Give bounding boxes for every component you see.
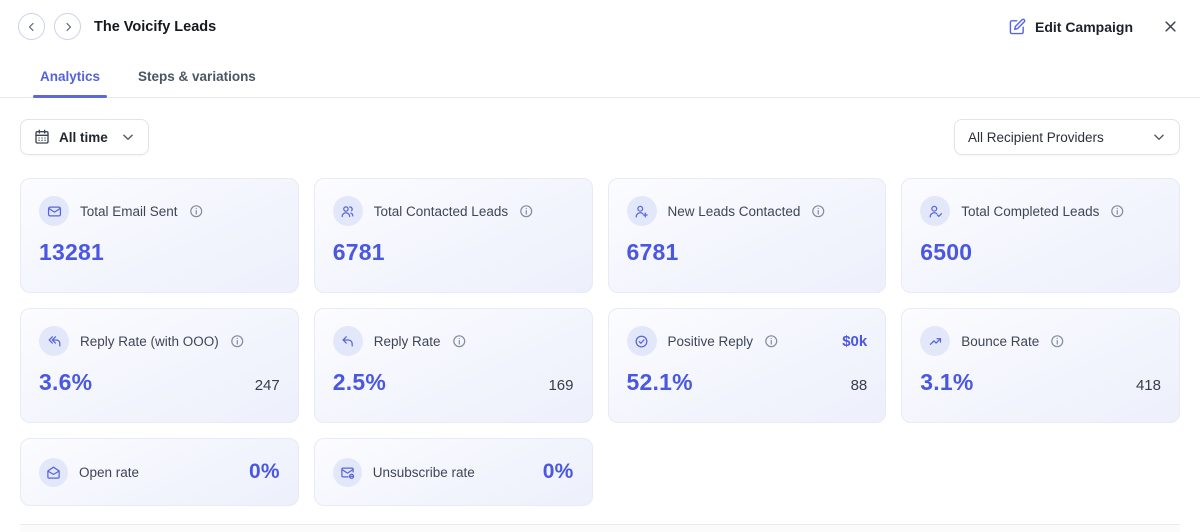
stat-value: 6781 [626,239,679,265]
stat-value: 2.5% [332,369,386,395]
stat-label: Reply Rate [373,333,441,349]
info-icon[interactable] [452,334,467,349]
mail-unsubscribe-icon [332,457,362,487]
tab-analytics-label: Analytics [40,69,101,84]
recipient-providers-dropdown[interactable]: All Recipient Providers [954,119,1180,155]
card-total-email-sent: Total Email Sent 13281 [20,178,299,293]
stat-label: Open rate [79,464,140,480]
card-new-leads-contacted: New Leads Contacted 6781 [607,178,887,293]
stat-count: 247 [254,377,280,394]
stat-value: 0% [542,460,574,483]
chevron-left-icon [26,21,38,33]
stat-value: 6500 [920,239,973,265]
date-range-dropdown[interactable]: All time [20,119,149,155]
tab-analytics[interactable]: Analytics [33,53,108,98]
edit-pencil-icon [1009,18,1026,35]
stat-label: Unsubscribe rate [372,464,475,480]
chevron-down-icon [123,134,133,141]
revenue-amount: $0k [842,332,868,350]
user-check-icon [920,196,951,226]
users-icon [332,196,363,226]
chevron-right-icon [62,21,74,33]
stat-value: 52.1% [626,369,693,395]
chevron-down-icon [1154,134,1164,141]
tab-steps-variations[interactable]: Steps & variations [136,53,258,97]
tab-steps-variations-label: Steps & variations [138,69,256,84]
stat-label: Bounce Rate [961,333,1040,349]
campaign-title: The Voicify Leads [94,18,217,35]
stat-label: Total Completed Leads [961,203,1100,219]
active-tab-underline [33,95,108,98]
info-icon[interactable] [764,334,779,349]
stat-label: Total Email Sent [80,203,178,219]
stat-value: 0% [248,460,280,483]
info-icon[interactable] [811,204,826,219]
edit-campaign-label: Edit Campaign [1034,18,1133,35]
card-positive-reply: Positive Reply $0k 52.1% 88 [607,308,887,423]
filter-row: All time All Recipient Providers [20,119,1180,155]
campaign-header: The Voicify Leads Edit Campaign [0,0,1200,53]
stat-count: 169 [548,377,574,394]
stat-value: 13281 [39,239,104,265]
mail-open-icon [39,457,68,487]
user-plus-icon [626,196,657,226]
stat-value: 6781 [332,239,385,265]
info-icon[interactable] [519,204,534,219]
stat-label: Total Contacted Leads [373,203,509,219]
analytics-panel: All time All Recipient Providers Total E… [0,98,1200,532]
stat-count: 418 [1135,377,1161,394]
next-campaign-button[interactable] [54,13,81,40]
card-bounce-rate: Bounce Rate 3.1% 418 [901,308,1180,423]
mail-icon [39,196,69,226]
card-open-rate: Open rate 0% [20,438,299,506]
stat-count: 88 [850,377,868,394]
calendar-icon [35,129,49,144]
bottom-divider [20,524,1180,532]
card-total-completed-leads: Total Completed Leads 6500 [901,178,1180,293]
stat-label: New Leads Contacted [667,203,801,219]
close-icon [1163,19,1178,34]
date-range-value: All time [59,129,108,145]
reply-icon [332,326,363,356]
stat-value: 3.1% [920,369,974,395]
info-icon[interactable] [230,334,245,349]
reply-all-icon [39,326,69,356]
tab-bar: Analytics Steps & variations [0,53,1200,98]
bounce-arrow-icon [920,326,951,356]
info-icon[interactable] [1050,334,1065,349]
card-unsubscribe-rate: Unsubscribe rate 0% [313,438,593,506]
check-circle-icon [626,326,657,356]
stat-label: Reply Rate (with OOO) [80,333,219,349]
recipient-providers-value: All Recipient Providers [968,129,1104,145]
stats-grid: Total Email Sent 13281 Total Contacted L… [20,178,1180,506]
card-reply-rate: Reply Rate 2.5% 169 [313,308,593,423]
prev-campaign-button[interactable] [18,13,45,40]
info-icon[interactable] [189,204,204,219]
info-icon[interactable] [1110,204,1125,219]
edit-campaign-button[interactable]: Edit Campaign [1009,18,1133,35]
card-total-contacted-leads: Total Contacted Leads 6781 [313,178,593,293]
close-button[interactable] [1163,19,1178,34]
stat-label: Positive Reply [667,333,754,349]
card-reply-rate-with-ooo: Reply Rate (with OOO) 3.6% 247 [20,308,299,423]
stat-value: 3.6% [39,369,93,395]
